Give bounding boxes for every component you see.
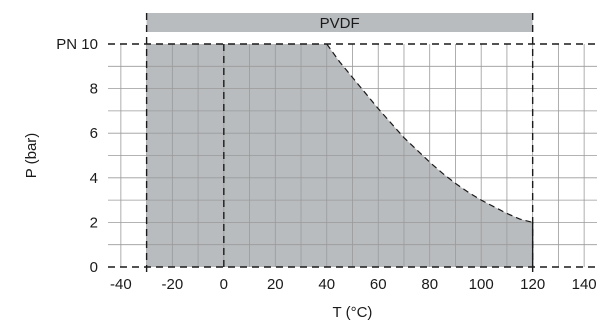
y-tick-label: 6: [90, 125, 98, 142]
material-banner: [146, 13, 533, 32]
y-tick-label: 0: [90, 259, 98, 276]
x-tick-labels: -40 -20 0 20 40 60 80 100 120 140: [110, 276, 597, 293]
x-tick-label: 40: [318, 276, 335, 293]
y-tick-label: 2: [90, 214, 98, 231]
x-axis-title: T (°C): [333, 304, 373, 321]
limit-lines: [108, 13, 597, 272]
y-tick-label: 8: [90, 81, 98, 98]
x-tick-label: 80: [421, 276, 438, 293]
x-tick-label: 0: [220, 276, 228, 293]
x-tick-label: -20: [161, 276, 183, 293]
y-tick-label: PN 10: [56, 36, 98, 53]
y-tick-label: 4: [90, 170, 98, 187]
x-tick-label: 60: [370, 276, 387, 293]
series-line: [326, 43, 533, 223]
x-tick-label: 20: [267, 276, 284, 293]
x-tick-label: 100: [469, 276, 494, 293]
y-axis-title: P (bar): [23, 133, 40, 179]
x-tick-label: 140: [572, 276, 597, 293]
material-banner-label: PVDF: [320, 15, 360, 32]
x-tick-label: -40: [110, 276, 132, 293]
grid: [108, 44, 597, 267]
y-tick-labels: 0 2 4 6 8 PN 10: [56, 36, 98, 276]
x-tick-label: 120: [520, 276, 545, 293]
